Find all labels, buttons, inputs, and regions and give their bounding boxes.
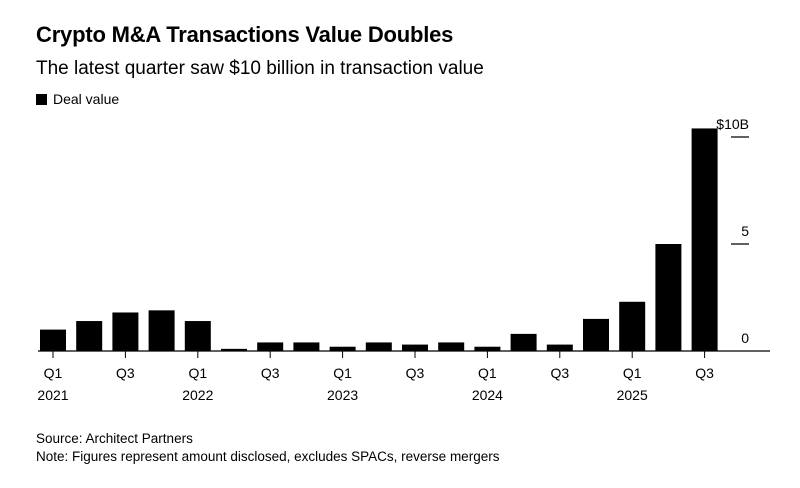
bar-q3-2021 <box>112 312 139 351</box>
y-tick-label: $10B <box>716 116 749 132</box>
source-note: Source: Architect Partners <box>36 431 193 446</box>
x-tick-year: 2024 <box>472 387 503 403</box>
bar-q1-2023 <box>329 346 356 351</box>
bar-q4-2023 <box>438 342 465 351</box>
x-tick-label: Q1 <box>188 365 207 381</box>
x-tick-year: 2021 <box>37 387 68 403</box>
bar-q4-2024 <box>583 318 609 351</box>
x-tick-label: Q1 <box>333 365 352 381</box>
bar-q1-2025 <box>619 301 646 351</box>
legend-swatch <box>36 93 47 105</box>
x-tick-label: Q3 <box>406 365 425 381</box>
y-tick-label: 0 <box>741 330 749 346</box>
y-tick-label: 5 <box>741 223 749 239</box>
bar-q2-2023 <box>365 342 392 351</box>
x-tick-label: Q1 <box>623 365 642 381</box>
bar-q2-2021 <box>76 321 103 351</box>
footnote: Note: Figures represent amount disclosed… <box>36 449 500 464</box>
x-tick-label: Q3 <box>695 365 714 381</box>
bar-q1-2024 <box>474 346 501 351</box>
x-tick-label: Q1 <box>44 365 63 381</box>
chart-subtitle: The latest quarter saw $10 billion in tr… <box>36 58 484 79</box>
bar-q2-2024 <box>510 333 537 351</box>
bar-q3-2025 <box>691 128 718 351</box>
x-tick-label: Q1 <box>478 365 497 381</box>
x-tick-label: Q3 <box>116 365 135 381</box>
x-tick-year: 2025 <box>617 387 648 403</box>
bar-q3-2022 <box>257 342 284 351</box>
bar-q2-2022 <box>221 348 247 351</box>
x-tick-label: Q3 <box>261 365 280 381</box>
x-tick-year: 2022 <box>182 387 213 403</box>
bar-q1-2021 <box>40 329 66 351</box>
chart-title: Crypto M&A Transactions Value Doubles <box>36 22 454 47</box>
x-tick-label: Q3 <box>550 365 569 381</box>
legend: Deal value <box>36 91 119 107</box>
x-tick-year: 2023 <box>327 387 358 403</box>
bar-q2-2025 <box>655 244 682 351</box>
legend-label: Deal value <box>53 91 120 107</box>
bar-q3-2023 <box>402 344 428 351</box>
bar-q4-2022 <box>293 342 320 351</box>
bar-q1-2022 <box>184 321 211 351</box>
bar-q3-2024 <box>546 344 573 351</box>
bar-q4-2021 <box>148 310 175 351</box>
